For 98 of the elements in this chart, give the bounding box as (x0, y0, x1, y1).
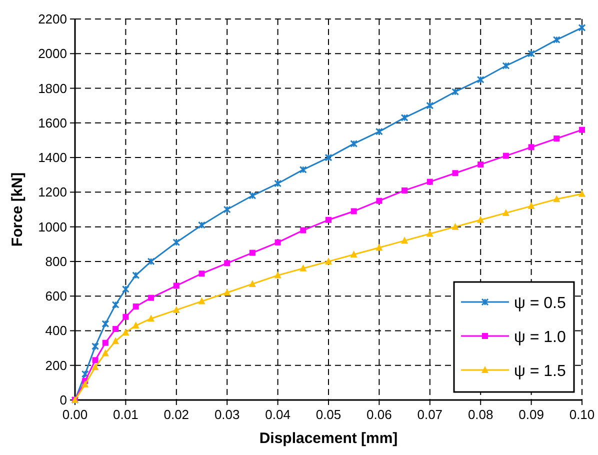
point (172, 306, 180, 313)
y-tick-label: 1000 (38, 219, 67, 234)
point (82, 380, 89, 388)
point (350, 140, 358, 148)
y-tick-label: 1600 (38, 115, 67, 130)
x-tick-label: 0.03 (214, 407, 240, 422)
point (102, 340, 108, 346)
point (274, 239, 281, 246)
point (122, 285, 130, 293)
point (552, 36, 560, 44)
point (132, 322, 140, 329)
point (477, 216, 484, 223)
y-tick-label: 2200 (38, 12, 67, 26)
x-tick-label: 0.07 (417, 407, 443, 422)
point (376, 198, 382, 204)
point (112, 301, 120, 308)
point (452, 170, 458, 176)
point (223, 206, 231, 214)
point (147, 258, 155, 266)
point (375, 128, 383, 136)
point (173, 282, 180, 289)
point (300, 227, 306, 234)
point (579, 126, 585, 133)
y-tick-label: 800 (45, 254, 67, 269)
point (81, 370, 89, 378)
point (274, 180, 282, 188)
point (554, 135, 560, 142)
point (528, 144, 534, 150)
y-axis-title: Force [kN] (9, 172, 26, 247)
point (528, 50, 536, 58)
point (224, 288, 231, 296)
point (198, 221, 206, 229)
y-tick-label: 1400 (38, 150, 67, 166)
x-tick-label: 0.09 (518, 407, 544, 422)
point (578, 190, 586, 197)
point (476, 76, 484, 84)
x-tick-label: 0.01 (113, 407, 138, 422)
x-tick-label: 0.02 (164, 407, 190, 422)
point (528, 202, 535, 210)
y-tick-label: 2000 (38, 46, 67, 62)
point (122, 328, 130, 336)
y-tick-label: 1200 (38, 184, 67, 200)
x-tick-label: 0.06 (366, 407, 392, 422)
point (122, 314, 129, 320)
x-tick-label: 0.05 (316, 407, 342, 422)
point (502, 152, 509, 159)
point (112, 326, 119, 332)
point (224, 260, 230, 266)
point (148, 314, 155, 322)
point (248, 280, 256, 287)
point (132, 272, 140, 280)
point (426, 178, 433, 185)
point (350, 250, 358, 258)
point (300, 264, 307, 272)
point (102, 349, 109, 356)
point (172, 238, 180, 246)
y-tick-label: 0 (60, 392, 67, 408)
point (325, 257, 332, 264)
point (376, 244, 383, 251)
point (502, 208, 510, 216)
legend-label: ψ = 1.0 (514, 329, 566, 346)
legend-label: ψ = 0.5 (514, 295, 566, 312)
point (452, 88, 459, 96)
x-tick-label: 0.08 (468, 407, 494, 422)
point (326, 216, 332, 223)
point (401, 236, 408, 244)
point (452, 222, 459, 230)
point (402, 187, 408, 194)
point (400, 114, 408, 122)
point (92, 357, 98, 364)
x-axis-title: Displacement [mm] (259, 430, 398, 447)
point (299, 166, 307, 174)
point (112, 337, 120, 344)
point (274, 271, 282, 278)
y-tick-label: 1800 (38, 80, 67, 96)
point (478, 161, 484, 168)
y-tick-label: 600 (45, 288, 67, 304)
point (102, 320, 110, 328)
point (92, 342, 100, 350)
legend-label: ψ = 1.5 (514, 363, 566, 380)
point (248, 192, 256, 200)
x-tick-label: 0.04 (265, 407, 290, 422)
point (502, 62, 510, 70)
point (198, 297, 206, 304)
point (148, 294, 154, 301)
point (92, 363, 99, 370)
point (132, 303, 139, 310)
point (553, 195, 560, 202)
point (350, 208, 357, 214)
point (426, 102, 434, 110)
x-tick-label: 0.00 (62, 407, 88, 422)
point (198, 270, 205, 277)
point (324, 154, 332, 162)
point (426, 230, 434, 237)
y-tick-label: 400 (45, 323, 67, 338)
y-tick-label: 200 (45, 358, 67, 373)
x-tick-label: 0.10 (569, 407, 595, 422)
point (249, 250, 256, 256)
